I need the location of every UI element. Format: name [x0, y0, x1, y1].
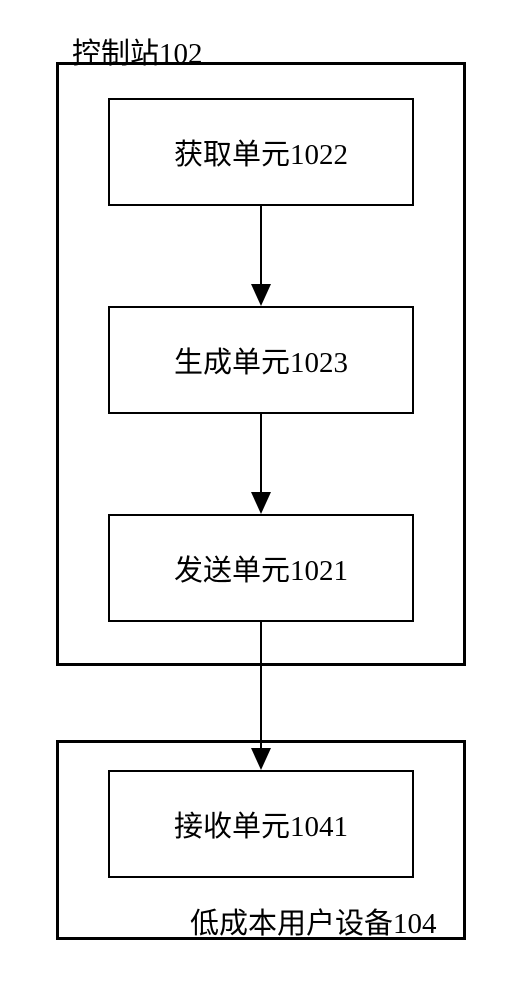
arrow-acquire-to-generate — [249, 206, 273, 306]
receive-unit-box: 接收单元1041 — [108, 770, 414, 878]
receive-unit-label: 接收单元1041 — [174, 803, 348, 845]
diagram-canvas: 控制站102 低成本用户设备104 获取单元1022 生成单元1023 发送单元… — [0, 0, 515, 1000]
send-unit-box: 发送单元1021 — [108, 514, 414, 622]
send-unit-label: 发送单元1021 — [174, 547, 348, 589]
generate-unit-label: 生成单元1023 — [174, 339, 348, 381]
generate-unit-box: 生成单元1023 — [108, 306, 414, 414]
acquire-unit-label: 获取单元1022 — [174, 131, 348, 173]
control-station-label: 控制站102 — [72, 30, 203, 72]
acquire-unit-box: 获取单元1022 — [108, 98, 414, 206]
arrow-send-to-receive — [249, 622, 273, 770]
arrow-generate-to-send — [249, 414, 273, 514]
low-cost-ue-label: 低成本用户设备104 — [190, 900, 437, 942]
